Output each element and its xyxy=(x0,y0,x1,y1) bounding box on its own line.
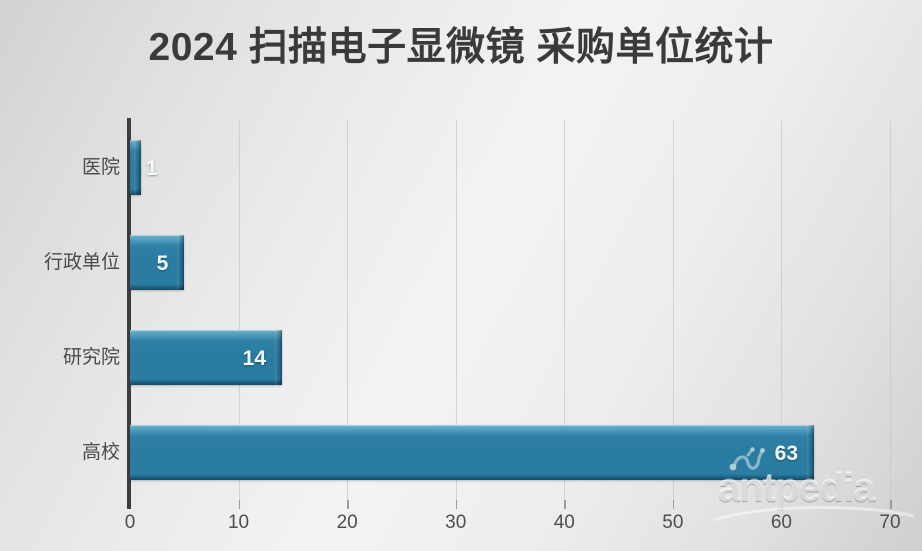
x-tick-label: 20 xyxy=(336,512,358,533)
category-label-高校: 高校 xyxy=(81,441,120,463)
value-axis-line xyxy=(127,118,131,502)
x-tick-mark xyxy=(672,500,675,509)
x-tick-label: 50 xyxy=(662,512,684,533)
x-tick-label: 10 xyxy=(227,512,250,533)
x-tick-mark xyxy=(781,500,784,509)
category-label-研究院: 研究院 xyxy=(62,346,120,368)
gridline xyxy=(564,120,566,500)
x-tick-mark xyxy=(127,500,131,509)
x-tick-mark xyxy=(564,500,566,509)
bar-value-label: 14 xyxy=(242,346,266,370)
bar-研究院[interactable] xyxy=(130,330,282,385)
category-label-医院: 医院 xyxy=(81,156,120,178)
bar-行政单位[interactable] xyxy=(130,235,185,290)
x-tick-mark xyxy=(455,500,458,509)
x-tick-label: 70 xyxy=(879,512,901,533)
x-tick-mark xyxy=(347,500,349,509)
bar-医院[interactable] xyxy=(130,140,141,195)
x-tick-mark xyxy=(238,500,241,509)
category-label-行政单位: 行政单位 xyxy=(43,251,120,273)
gridline xyxy=(347,120,349,500)
x-tick-label: 30 xyxy=(445,512,467,533)
chart-title: 2024 扫描电子显微镜 采购单位统计 xyxy=(148,26,774,69)
x-tick-mark xyxy=(890,500,892,509)
x-tick-label: 60 xyxy=(770,512,792,533)
plot-area xyxy=(130,120,891,500)
x-tick-label: 40 xyxy=(553,512,575,533)
gridline xyxy=(672,120,674,500)
bar-value-label: 1 xyxy=(145,156,158,180)
gridline xyxy=(238,120,240,500)
gridline xyxy=(455,120,457,500)
bar-高校[interactable] xyxy=(130,425,814,480)
gridline xyxy=(890,120,891,500)
bar-value-label: 63 xyxy=(774,441,798,465)
bar-value-label: 5 xyxy=(156,251,169,275)
x-tick-label: 0 xyxy=(124,512,136,533)
gridline xyxy=(781,120,783,500)
